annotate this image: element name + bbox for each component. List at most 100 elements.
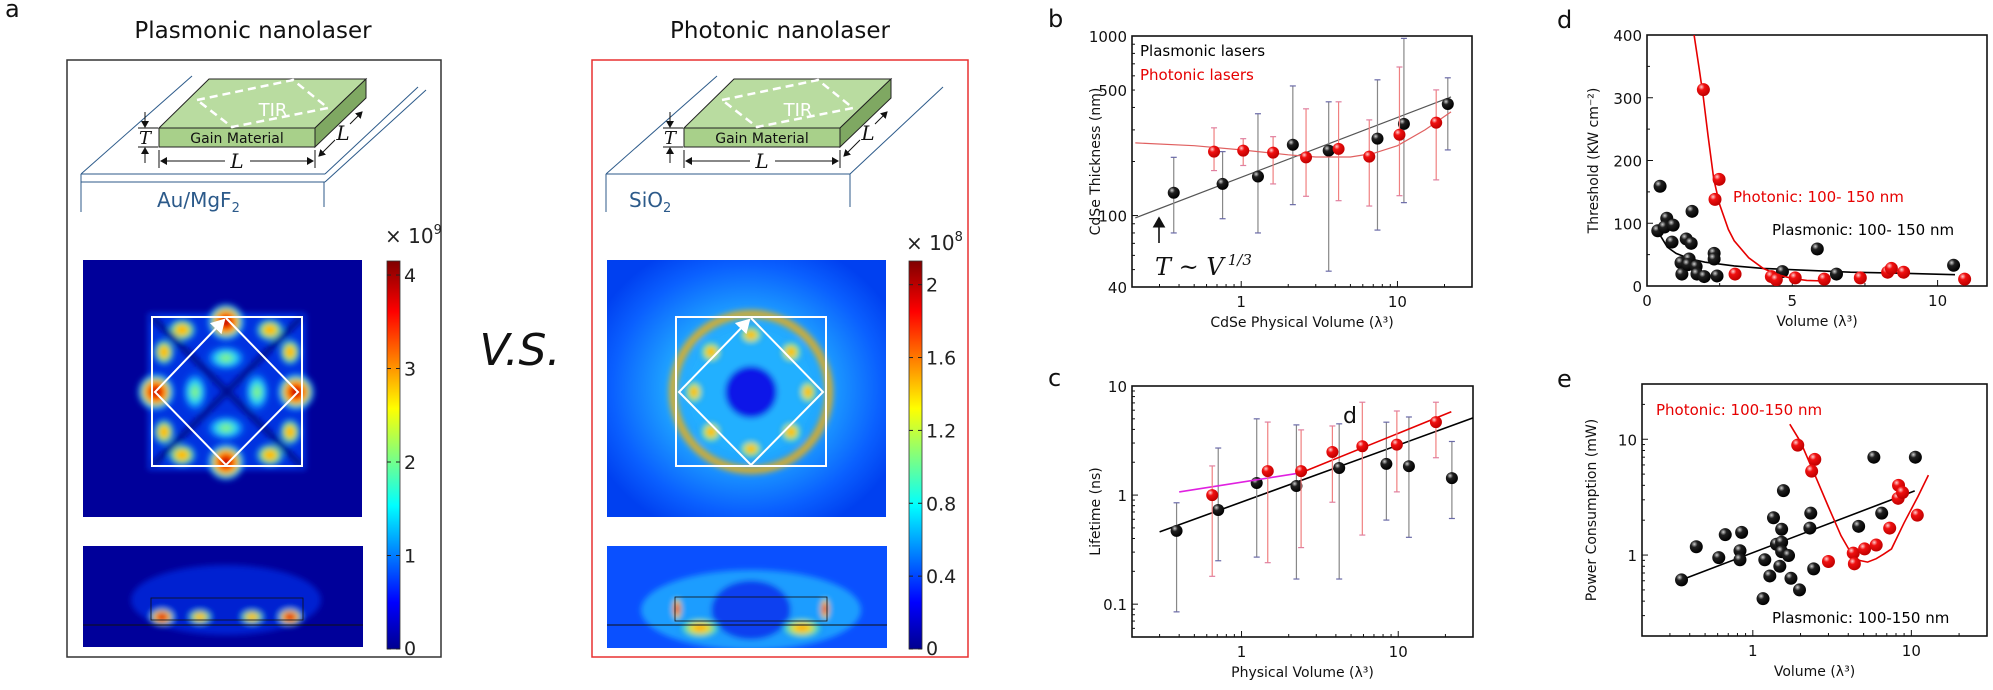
data-point: [1326, 446, 1339, 459]
fit-line: [1300, 411, 1452, 474]
plasmonic-field-map-top: [83, 260, 362, 517]
plasmonic-colorbar-ticks: 0 1 2 3 4: [387, 265, 416, 660]
x-tick-label: 10: [1388, 293, 1407, 311]
data-point: [1322, 144, 1335, 157]
fit-line: [1657, 232, 1956, 276]
colorbar-tick-label: 0.8: [926, 493, 956, 515]
data-point: [1653, 179, 1667, 193]
gain-material-label: Gain Material: [190, 131, 284, 147]
data-point: [1380, 457, 1393, 470]
y-axis-label: CdSe Thickness (nm): [1088, 88, 1104, 236]
data-point: [1684, 236, 1698, 250]
panel-label-c: c: [1048, 364, 1061, 392]
data-point: [1853, 271, 1867, 285]
stray-annotation: d: [1343, 404, 1357, 429]
data-point: [1756, 592, 1770, 606]
data-point: [1685, 204, 1699, 218]
y-tick-label: 10: [1108, 378, 1127, 396]
colorbar-tick-label: 1.2: [926, 420, 956, 442]
data-point: [1251, 170, 1264, 183]
substrate-subscript: 2: [232, 201, 240, 216]
data-point: [1846, 546, 1860, 560]
data-point: [1788, 271, 1802, 285]
length-arrow: [843, 139, 861, 157]
scale-exponent: 9: [434, 223, 442, 238]
scale-text: × 10: [906, 231, 955, 255]
data-point: [1775, 522, 1789, 536]
x-axis-label: CdSe Physical Volume (λ³): [1210, 315, 1393, 331]
tir-label: TIR: [783, 100, 813, 121]
data-point: [1821, 554, 1835, 568]
data-point: [1710, 269, 1724, 283]
colorbar-tick-label: 3: [404, 359, 416, 381]
tir-path: [719, 78, 856, 129]
plasmonic-schematic: TIR Gain Material T L L Au/MgF2: [80, 75, 427, 216]
scale-text: × 10: [385, 224, 434, 248]
data-point: [1707, 252, 1721, 266]
y-tick-label: 200: [1613, 153, 1642, 171]
x-axis-label: Volume (λ³): [1776, 314, 1857, 330]
substrate-label: SiO2: [629, 188, 671, 216]
x-tick-label: 5: [1788, 292, 1798, 310]
scaling-annotation: T ~ V 1/3: [1155, 251, 1252, 281]
chart-e: e 1 10 1 10 Volume (λ³) Power Consumption (mW)…: [1557, 365, 1988, 680]
data-point: [1908, 450, 1922, 464]
data-point: [1875, 506, 1889, 520]
gain-material-label: Gain Material: [715, 131, 809, 147]
data-point: [1869, 538, 1883, 552]
x-tick-label: 10: [1902, 642, 1921, 660]
data-point: [1805, 464, 1819, 478]
data-point: [1206, 489, 1219, 502]
fit-line: [1159, 417, 1473, 533]
photonic-label: Photonic: 100- 150 nm: [1733, 188, 1904, 206]
plasmonic-title: Plasmonic nanolaser: [134, 18, 372, 44]
substrate-edge: [324, 89, 427, 183]
panel-label-a: a: [5, 0, 20, 23]
data-point: [1773, 559, 1787, 573]
plot-area: [1159, 401, 1473, 613]
legend-photonic: Photonic lasers: [1140, 66, 1254, 84]
substrate-edge: [80, 75, 193, 175]
substrate-text: Au/MgF: [157, 188, 232, 212]
tir-label: TIR: [258, 100, 288, 121]
y-tick-label: 100: [1098, 208, 1127, 226]
data-point: [1675, 573, 1689, 587]
plasmonic-colorbar-scale: × 109: [385, 223, 442, 248]
y-tick-label: 0: [1632, 278, 1642, 296]
plasmonic-colorbar: [386, 260, 401, 650]
substrate-label: Au/MgF2: [157, 188, 240, 216]
data-point: [1212, 503, 1225, 516]
y-tick-label: 300: [1613, 90, 1642, 108]
scale-exponent: 8: [955, 230, 963, 245]
length-label: L: [229, 149, 243, 173]
data-point: [1261, 465, 1274, 478]
length-label: L: [335, 121, 349, 145]
data-point: [1718, 528, 1732, 542]
data-point: [1441, 98, 1454, 111]
y-tick-label: 100: [1613, 215, 1642, 233]
plot-area: [1675, 423, 1930, 606]
data-point: [1430, 116, 1443, 129]
data-point: [1763, 569, 1777, 583]
length-arrow: [349, 111, 363, 125]
data-point: [1666, 218, 1680, 232]
length-label: L: [860, 121, 874, 145]
gain-slab-front: [158, 127, 316, 148]
data-point: [1356, 440, 1369, 453]
y-axis-label: Power Consumption (mW): [1584, 419, 1600, 601]
data-point: [1852, 519, 1866, 533]
versus-label: V.S.: [480, 325, 561, 376]
chart-b: b 1 10 40 100 500 1000 CdSe Physical Volume (λ³…: [1048, 5, 1473, 331]
data-point: [1708, 192, 1722, 206]
data-point: [1758, 553, 1772, 567]
photonic-frame: [591, 59, 969, 658]
data-point: [1712, 172, 1726, 186]
annotation-exponent: 1/3: [1228, 251, 1252, 269]
x-tick-label: 1: [1748, 642, 1758, 660]
annotation-text: T ~ V: [1155, 253, 1226, 281]
data-point: [1429, 416, 1442, 429]
colorbar-tick-label: 1.6: [926, 348, 956, 370]
data-point: [1793, 583, 1807, 597]
colorbar-tick-label: 0.4: [926, 566, 956, 588]
